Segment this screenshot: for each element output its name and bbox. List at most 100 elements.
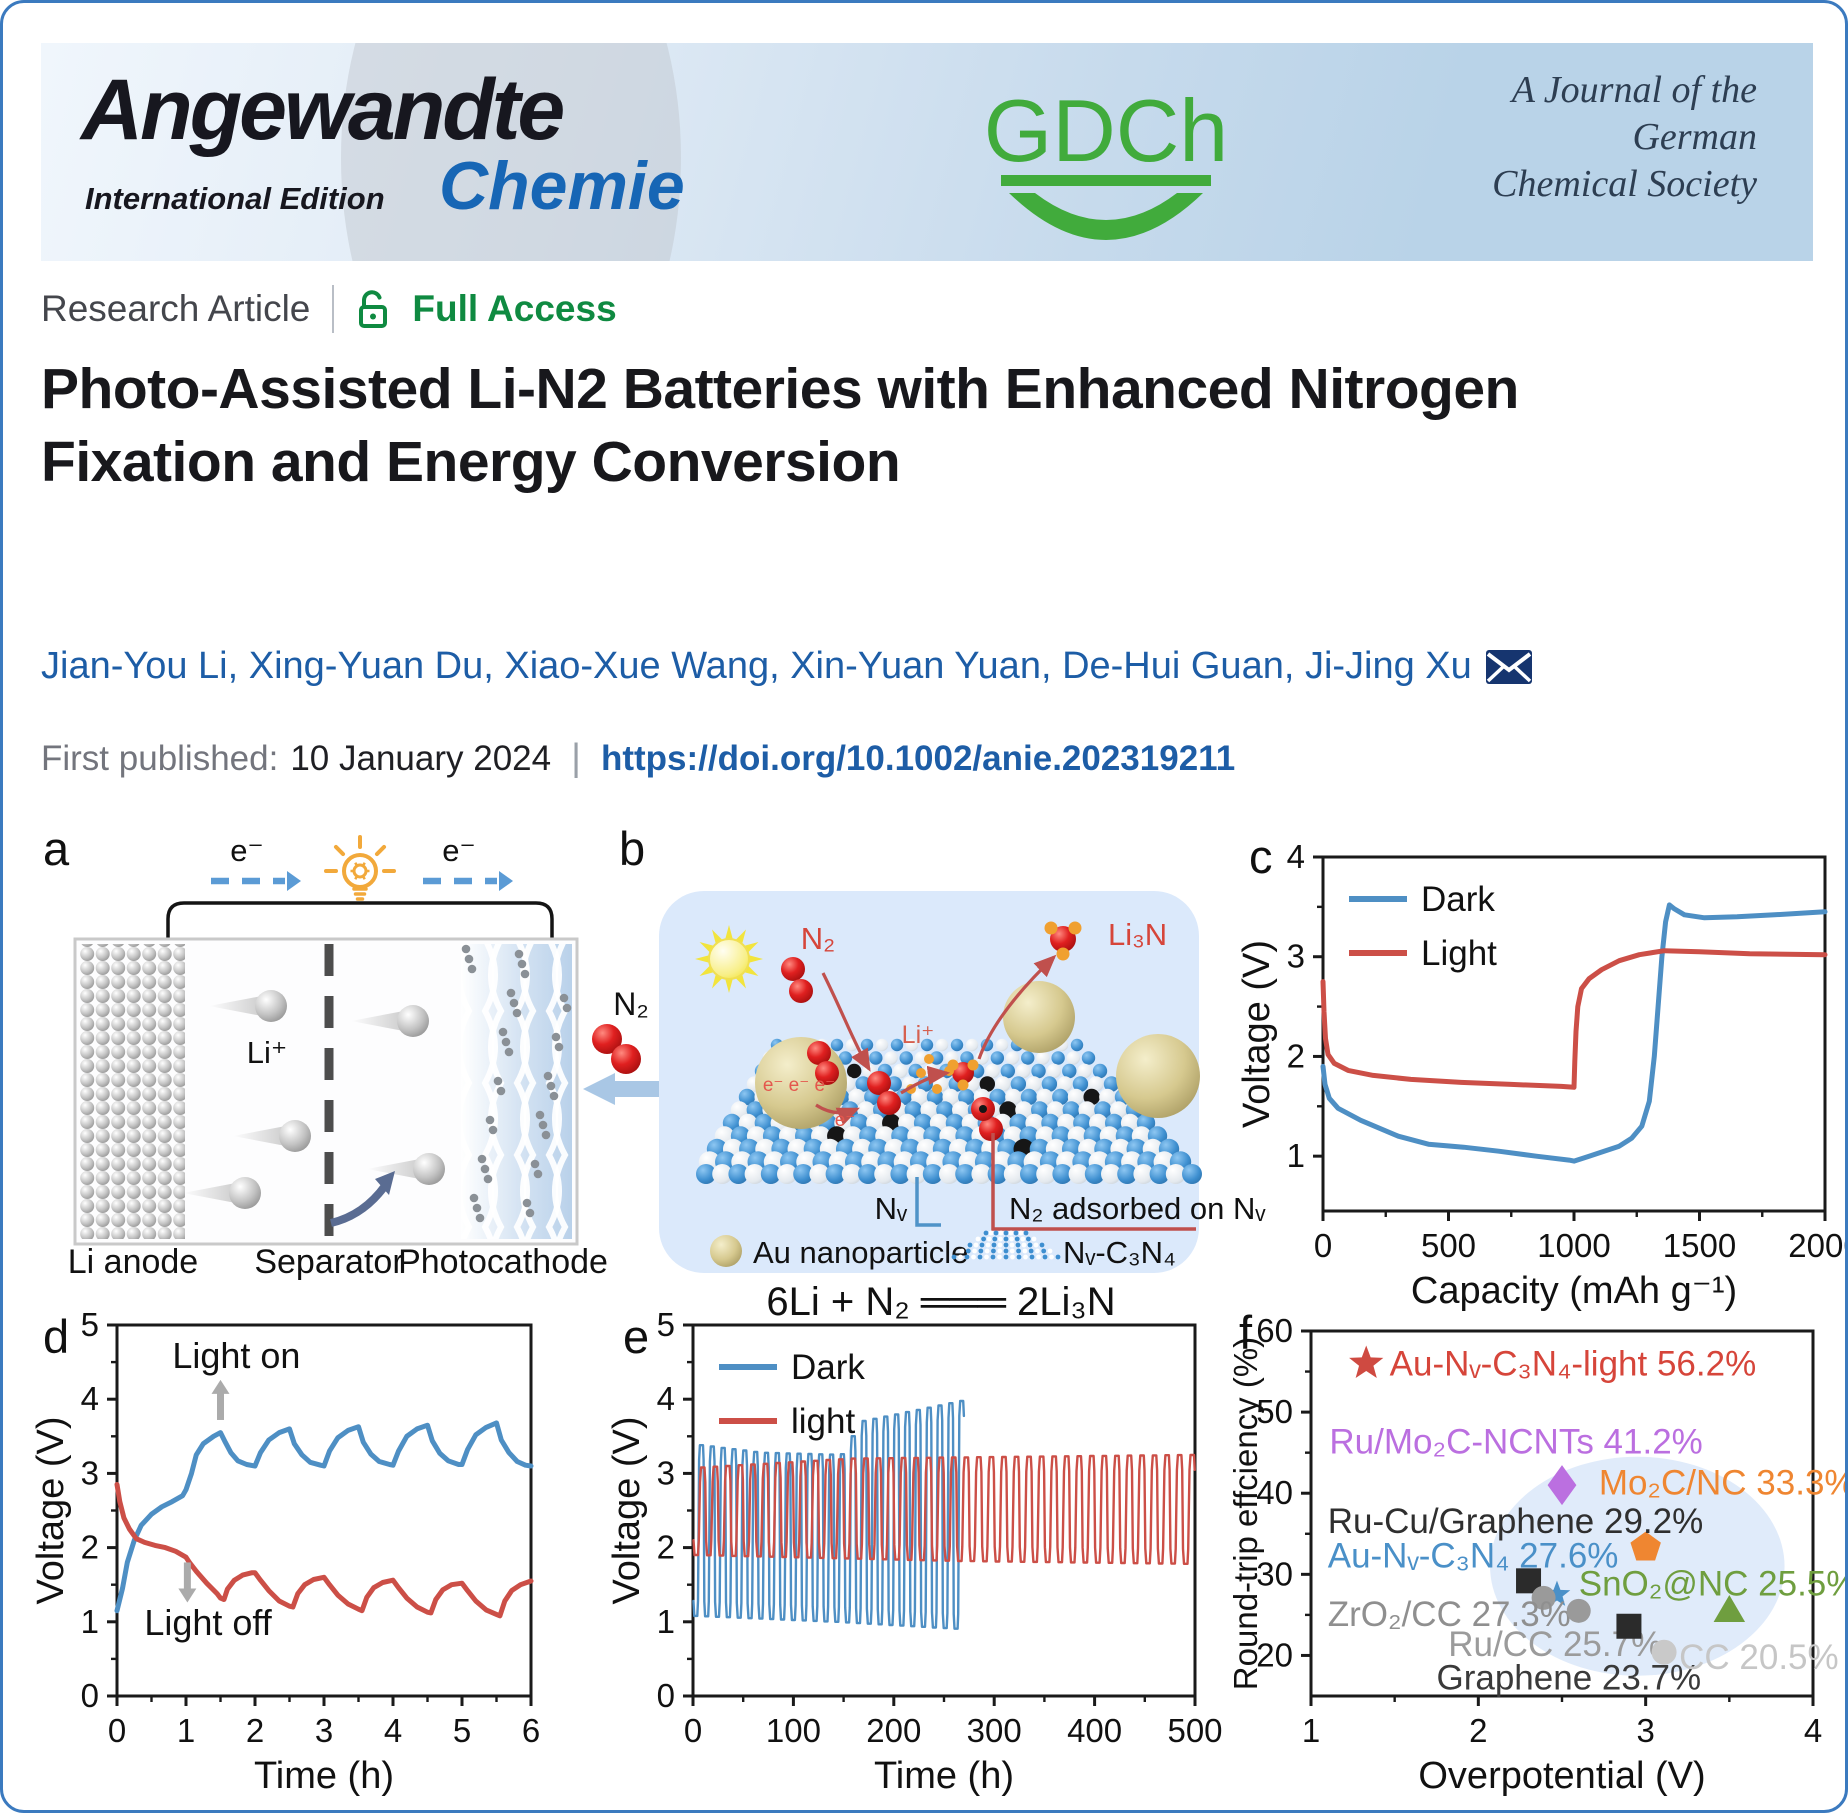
tagline-line: German — [1632, 116, 1757, 158]
panel-label-a: a — [43, 822, 70, 875]
li3n-molecule — [1050, 926, 1076, 952]
legend-lattice-icon — [1055, 1254, 1061, 1260]
point-label: Graphene 23.7% — [1437, 1658, 1702, 1697]
x-tick-label: 6 — [522, 1712, 540, 1749]
series-Light — [1320, 948, 1828, 1090]
x-tick-label: 100 — [766, 1712, 821, 1749]
li-ion-sphere — [413, 1153, 445, 1185]
li3n-label: Li₃N — [1108, 917, 1167, 952]
y-tick-label: 0 — [81, 1677, 99, 1714]
x-axis-label: Time (h) — [254, 1755, 394, 1797]
legend-label: Light — [1421, 934, 1497, 973]
legend-lattice-icon — [986, 1236, 992, 1242]
x-tick-label: 0 — [108, 1712, 126, 1749]
legend-lattice-icon — [975, 1236, 981, 1242]
chart-voltage-vs-time-cycling: 0 100 200 300 400 500 0 1 2 3 4 5 Time (h) Voltage (V… — [606, 1306, 1223, 1797]
gdch-bowl — [1009, 193, 1203, 240]
journal-tagline: A Journal of the German Chemical Society — [1492, 67, 1757, 208]
point-label: Ru/Mo₂C-NCNTs 41.2% — [1329, 1422, 1702, 1461]
legend-lattice-icon — [1008, 1230, 1014, 1236]
li-ion-sphere — [255, 990, 287, 1022]
legend-lattice-icon — [951, 1254, 957, 1260]
light-bulb-icon — [342, 853, 378, 889]
legend-lattice-icon — [1003, 1254, 1009, 1260]
n2-label: N₂ — [613, 986, 649, 1022]
panel-label-d: d — [43, 1310, 70, 1363]
access-status-badge: Full Access — [412, 288, 617, 329]
legend-catalyst-label: Nᵥ-C₃N₄ — [1063, 1235, 1176, 1270]
li-ion-sphere — [397, 1005, 429, 1037]
y-tick-label: 2 — [81, 1529, 99, 1566]
y-tick-label: 1 — [657, 1603, 675, 1640]
title-line: Fixation and Energy Conversion — [41, 430, 901, 494]
bulb-ray — [333, 844, 346, 857]
reaction-equation: 6Li + N₂ ═══ 2Li₃N — [766, 1280, 1115, 1324]
photocathode-fibers — [461, 944, 572, 1239]
gdch-underline — [1001, 175, 1211, 186]
author-list[interactable]: Jian-You Li, Xing-Yuan Du, Xiao-Xue Wang… — [41, 645, 1532, 688]
li-ion-dot — [932, 1084, 942, 1094]
n2-molecule — [979, 1117, 1003, 1141]
legend-au-icon — [710, 1235, 742, 1267]
panel-label-b: b — [619, 822, 646, 875]
point-label: Au-Nᵥ-C₃N₄ 27.6% — [1328, 1537, 1619, 1576]
y-tick-label: 5 — [657, 1306, 675, 1343]
published-date: 10 January 2024 — [290, 738, 552, 778]
reaction-arrow — [977, 954, 1057, 1060]
series-Dark — [1320, 902, 1828, 1164]
author-names[interactable]: Jian-You Li, Xing-Yuan Du, Xiao-Xue Wang… — [41, 645, 1472, 687]
n2-molecule — [592, 1024, 622, 1054]
nv-label: Nᵥ — [875, 1191, 908, 1226]
y-tick-label: 3 — [657, 1454, 675, 1491]
y-tick-label: 40 — [1256, 1474, 1293, 1511]
x-tick-label: 1 — [1302, 1712, 1320, 1749]
chart-voltage-vs-time-switching: 0 1 2 3 4 5 6 0 1 2 3 4 5 Time (h) Voltage (V) Light on… — [30, 1306, 540, 1797]
sun-ray — [724, 977, 734, 993]
panel-label-e: e — [623, 1310, 650, 1363]
anode-label: Li anode — [68, 1243, 198, 1281]
legend-au-label: Au nanoparticle — [753, 1235, 968, 1270]
legend-lattice-icon — [1041, 1248, 1047, 1254]
legend-lattice-icon — [979, 1242, 985, 1248]
legend-lattice-icon — [993, 1230, 999, 1236]
article-title: Photo-Assisted Li-N2 Batteries with Enha… — [41, 353, 1519, 499]
point-label: SnO₂@NC 25.5% — [1579, 1564, 1848, 1603]
legend-lattice-icon — [1010, 1254, 1015, 1260]
y-axis-label: Round-trip effciency (%) — [1227, 1337, 1264, 1690]
sun-icon — [708, 938, 750, 980]
legend-lattice-icon — [978, 1248, 984, 1254]
li-anode-region — [80, 944, 185, 1239]
li-ion-label: Li⁺ — [902, 1021, 935, 1049]
email-icon[interactable] — [1485, 649, 1532, 684]
x-tick-label: 3 — [315, 1712, 333, 1749]
legend-lattice-icon — [1003, 1230, 1009, 1236]
divider — [332, 285, 335, 333]
x-tick-label: 500 — [1421, 1227, 1476, 1264]
x-tick-label: 400 — [1067, 1712, 1122, 1749]
legend-lattice-icon — [1027, 1242, 1033, 1248]
y-tick-label: 30 — [1256, 1555, 1293, 1592]
n2-adsorbed-label: N₂ adsorbed on Nᵥ — [1009, 1191, 1266, 1226]
n2-molecule — [781, 957, 805, 981]
reaction-arrow — [821, 972, 871, 1072]
n2-molecule — [877, 1091, 901, 1115]
y-axis-label: Voltage (V) — [1236, 940, 1278, 1128]
journal-edition-label: International Edition — [85, 181, 385, 216]
legend-lattice-icon — [1009, 1242, 1015, 1248]
legend-lattice-icon — [1049, 1254, 1054, 1260]
legend-lattice-icon — [1009, 1248, 1015, 1254]
legend-lattice-icon — [1042, 1254, 1048, 1260]
chart-voltage-vs-capacity: 0 500 1000 1500 2000 1 2 3 4 Capacity (mAh g⁻¹) Vo… — [1236, 838, 1845, 1312]
y-tick-label: 3 — [81, 1454, 99, 1491]
reaction-arrow — [900, 1065, 951, 1095]
y-tick-label: 0 — [657, 1677, 675, 1714]
x-tick-label: 0 — [1314, 1227, 1332, 1264]
y-tick-label: 20 — [1256, 1636, 1293, 1673]
legend-label: Dark — [791, 1348, 865, 1387]
legend-lattice-icon — [1009, 1236, 1014, 1242]
cathode-label: Photocathode — [398, 1243, 608, 1281]
n2-molecule — [807, 1041, 831, 1065]
sun-ray — [695, 954, 711, 964]
doi-link[interactable]: https://doi.org/10.1002/anie.202319211 — [600, 738, 1236, 778]
